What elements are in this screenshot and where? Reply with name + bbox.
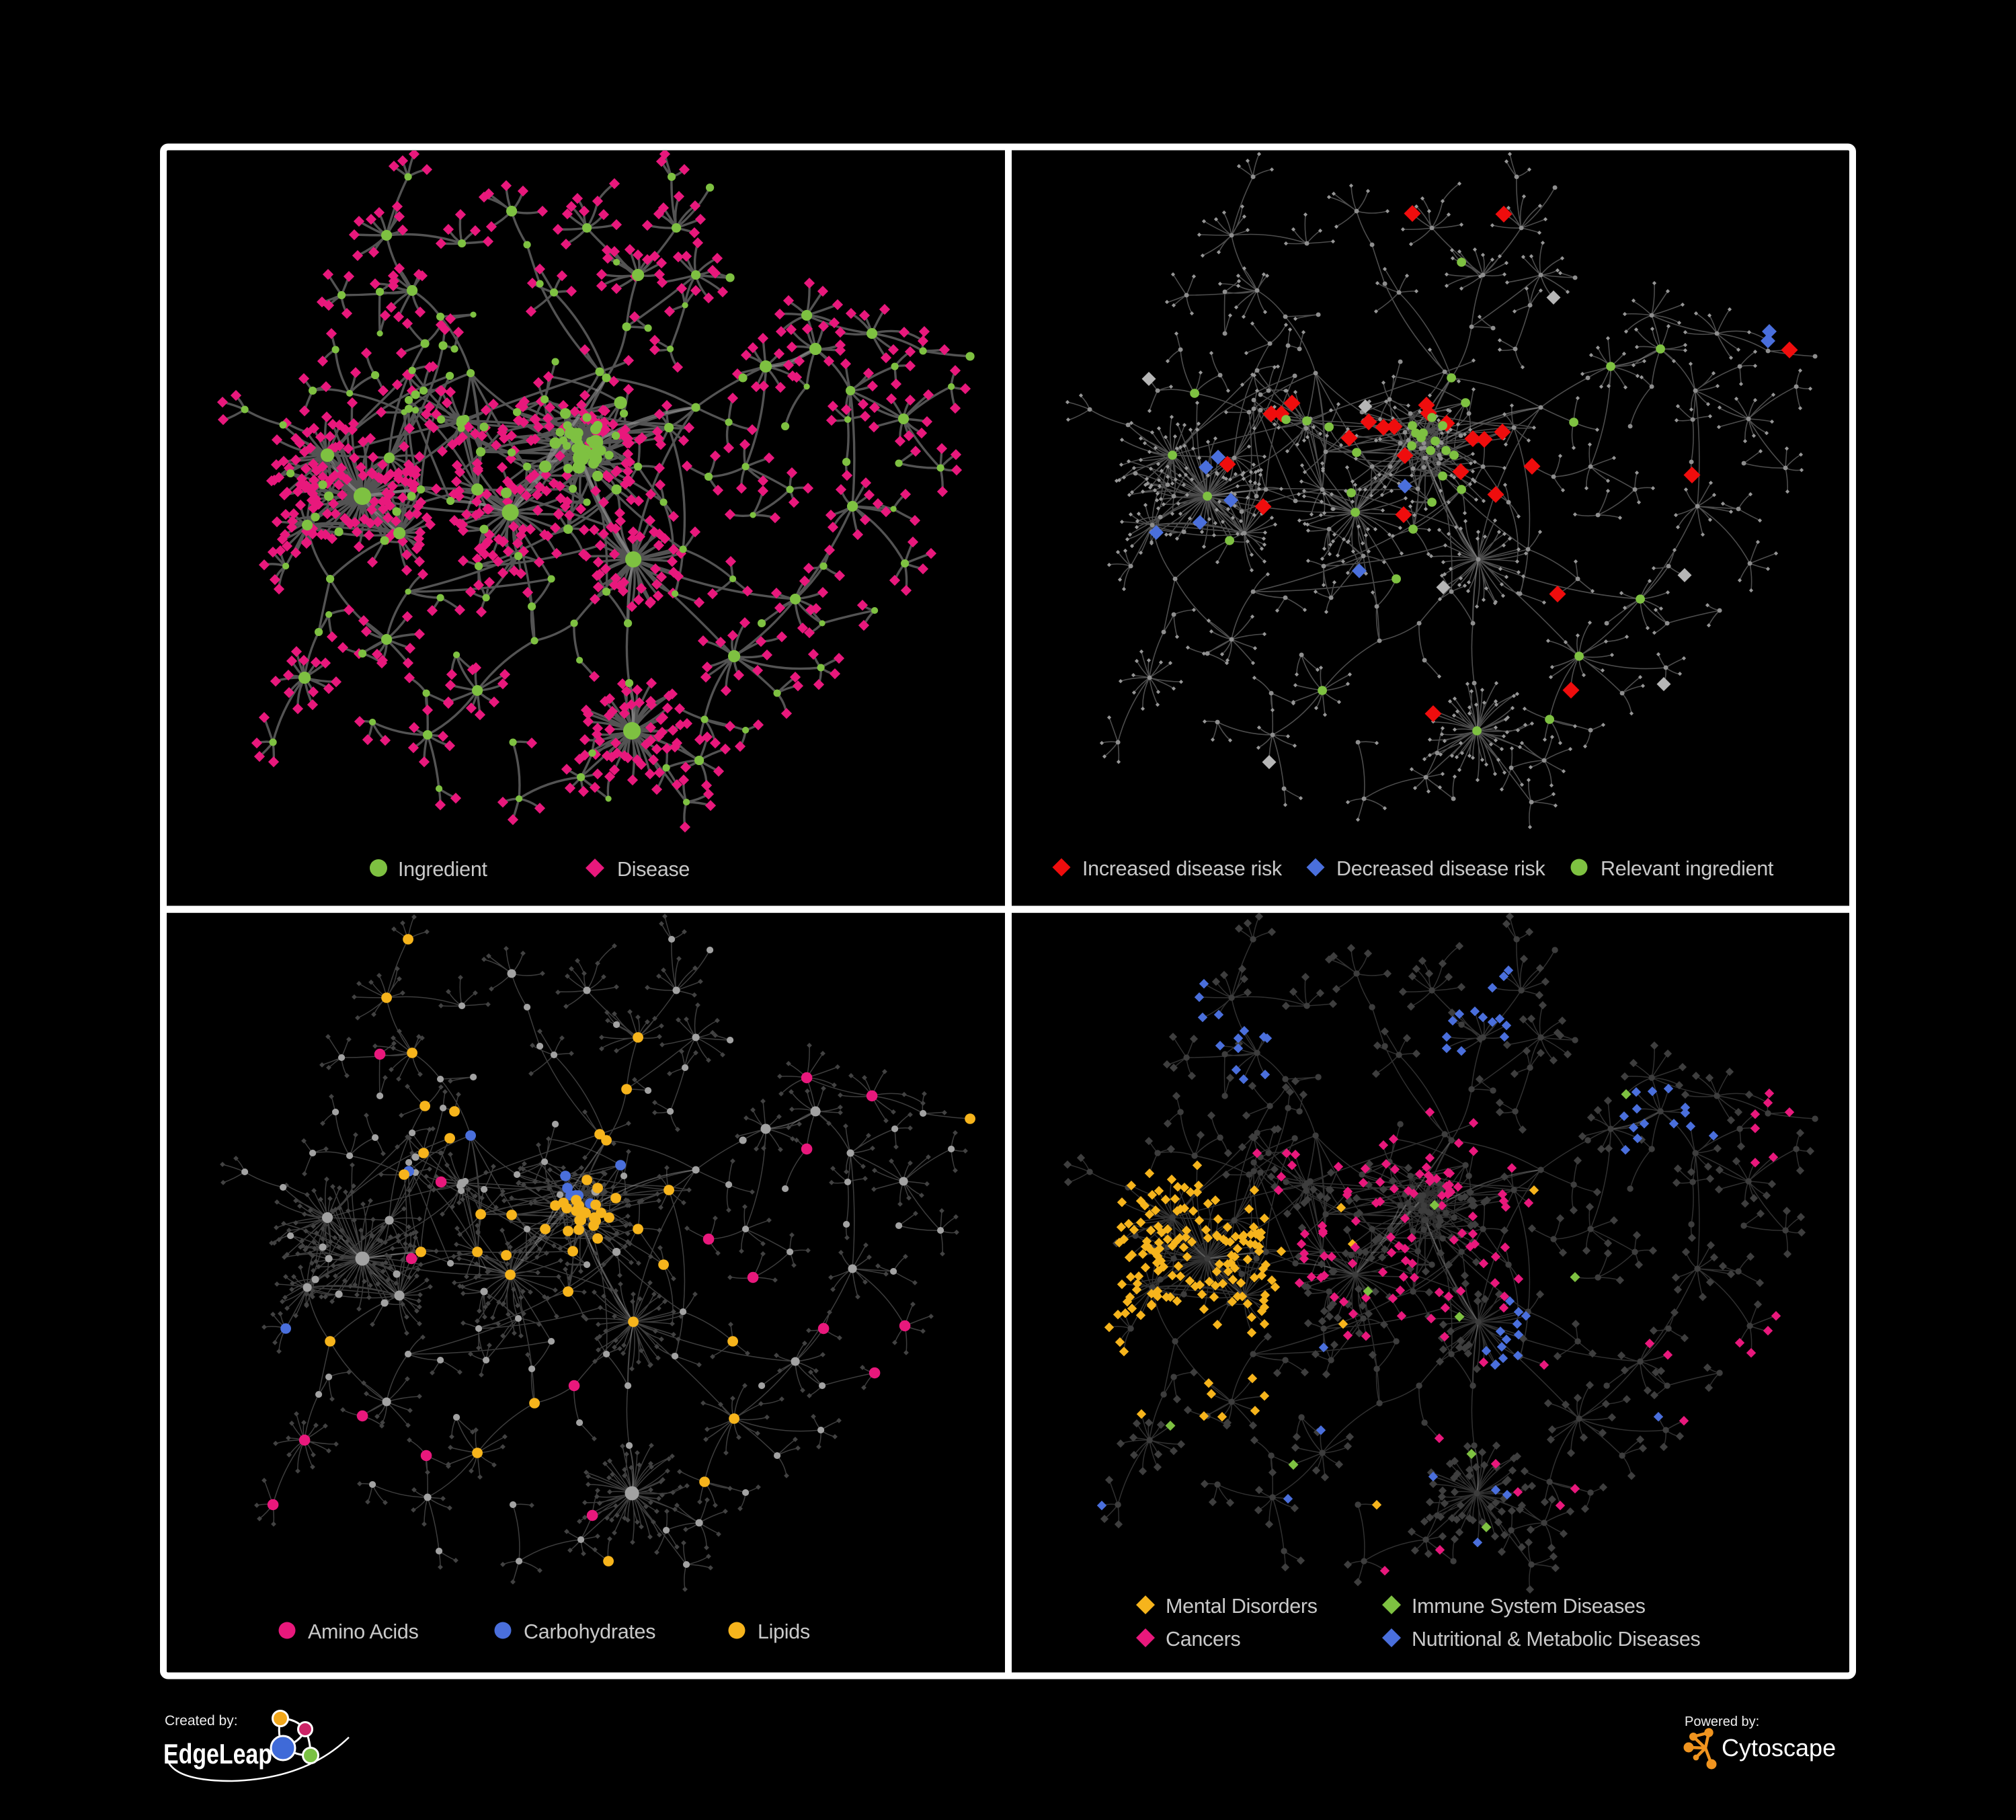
svg-text:Amino Acids: Amino Acids <box>308 1620 419 1643</box>
svg-text:Lipids: Lipids <box>758 1620 810 1643</box>
svg-text:Powered by:: Powered by: <box>1685 1714 1759 1729</box>
svg-text:Carbohydrates: Carbohydrates <box>524 1620 655 1643</box>
svg-text:Relevant ingredient: Relevant ingredient <box>1601 857 1774 880</box>
svg-text:Cytoscape: Cytoscape <box>1722 1734 1836 1762</box>
svg-text:Disease: Disease <box>617 858 690 881</box>
svg-text:Nutritional & Metabolic Diseas: Nutritional & Metabolic Diseases <box>1412 1628 1700 1651</box>
svg-text:Mental Disorders: Mental Disorders <box>1166 1595 1318 1618</box>
svg-text:Cancers: Cancers <box>1166 1628 1241 1651</box>
svg-text:EdgeLeap: EdgeLeap <box>163 1738 272 1770</box>
svg-text:Decreased disease risk: Decreased disease risk <box>1336 857 1545 880</box>
svg-text:Immune System Diseases: Immune System Diseases <box>1412 1595 1646 1618</box>
svg-text:Ingredient: Ingredient <box>398 858 487 881</box>
svg-text:Increased disease risk: Increased disease risk <box>1082 857 1283 880</box>
svg-text:Created by:: Created by: <box>165 1713 238 1729</box>
